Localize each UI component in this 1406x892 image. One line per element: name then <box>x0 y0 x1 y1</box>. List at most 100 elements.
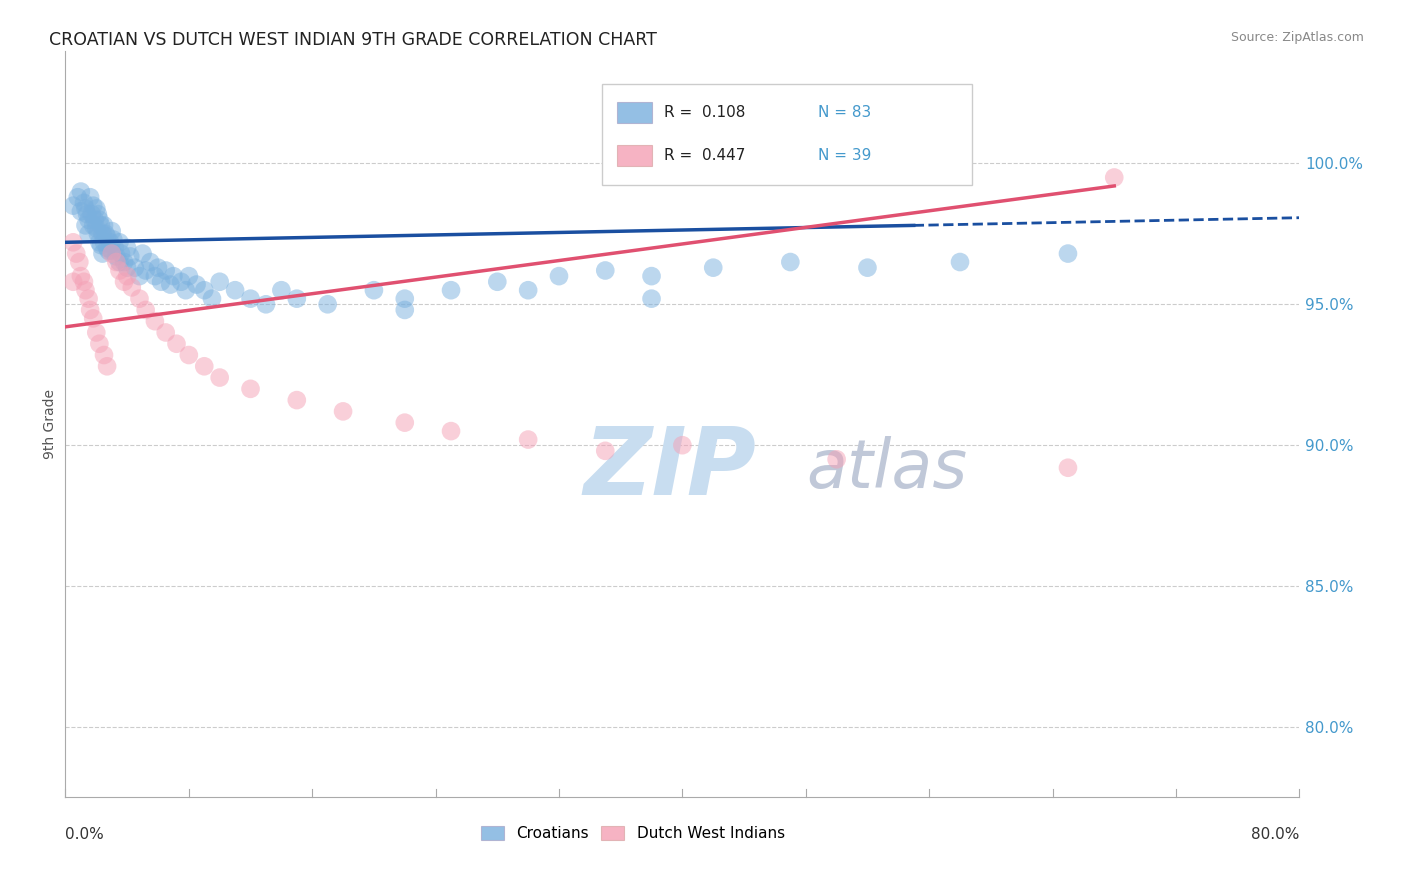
Text: N = 39: N = 39 <box>818 148 872 162</box>
Point <box>1102 170 1125 185</box>
Point <box>93 348 115 362</box>
Point <box>316 297 339 311</box>
Point <box>87 207 110 221</box>
Point <box>394 302 416 317</box>
Point <box>82 219 104 233</box>
Point <box>115 269 138 284</box>
Point <box>155 326 177 340</box>
Point <box>1057 246 1080 260</box>
Point <box>82 199 104 213</box>
Point <box>170 275 193 289</box>
Point <box>285 393 308 408</box>
Text: N = 83: N = 83 <box>818 105 872 120</box>
Point <box>104 241 127 255</box>
Point <box>90 219 112 233</box>
Point <box>702 260 724 275</box>
Point <box>239 292 262 306</box>
Text: atlas: atlas <box>806 436 967 502</box>
Point <box>96 241 118 255</box>
Point <box>89 212 111 227</box>
Point <box>105 255 128 269</box>
Point <box>79 190 101 204</box>
Text: 80.0%: 80.0% <box>1251 827 1299 842</box>
Point <box>124 260 146 275</box>
Point <box>62 235 84 250</box>
Point <box>100 224 122 238</box>
Point <box>159 277 181 292</box>
Point <box>177 348 200 362</box>
Point <box>640 269 662 284</box>
Point <box>66 190 89 204</box>
Point <box>67 255 90 269</box>
Point <box>91 246 114 260</box>
Point <box>135 263 157 277</box>
Point <box>100 246 122 260</box>
Point <box>108 235 131 250</box>
Point <box>62 199 84 213</box>
Point <box>89 336 111 351</box>
Point <box>112 255 135 269</box>
Point <box>75 202 97 216</box>
Point <box>103 232 125 246</box>
Point <box>115 260 138 275</box>
Point <box>62 275 84 289</box>
Legend: Croatians, Dutch West Indians: Croatians, Dutch West Indians <box>477 822 789 846</box>
Point <box>270 283 292 297</box>
Point <box>98 235 121 250</box>
Point <box>77 212 100 227</box>
FancyBboxPatch shape <box>617 103 651 123</box>
Point <box>517 283 540 297</box>
Point <box>394 416 416 430</box>
Point <box>120 249 142 263</box>
Point <box>146 260 169 275</box>
Point <box>131 246 153 260</box>
Point <box>143 314 166 328</box>
Point <box>77 227 100 241</box>
Point <box>162 269 184 284</box>
Point <box>1057 460 1080 475</box>
Point <box>139 255 162 269</box>
Point <box>548 269 571 284</box>
Point <box>84 221 107 235</box>
Point <box>593 443 616 458</box>
Point <box>79 302 101 317</box>
Point <box>75 219 97 233</box>
Point <box>70 204 93 219</box>
Point <box>856 260 879 275</box>
Point <box>224 283 246 297</box>
Text: Source: ZipAtlas.com: Source: ZipAtlas.com <box>1230 31 1364 45</box>
Point <box>166 336 188 351</box>
Point <box>186 277 208 292</box>
Point <box>70 185 93 199</box>
Point <box>90 238 112 252</box>
Point <box>83 212 105 227</box>
Point <box>239 382 262 396</box>
Point <box>93 235 115 250</box>
Point <box>517 433 540 447</box>
FancyBboxPatch shape <box>617 145 651 166</box>
Point <box>108 255 131 269</box>
Point <box>208 370 231 384</box>
Point <box>94 227 117 241</box>
Point <box>208 275 231 289</box>
Text: 0.0%: 0.0% <box>66 827 104 842</box>
Point <box>201 292 224 306</box>
Y-axis label: 9th Grade: 9th Grade <box>44 389 58 459</box>
Point <box>112 275 135 289</box>
Point <box>332 404 354 418</box>
Point <box>155 263 177 277</box>
Point <box>285 292 308 306</box>
Point <box>93 219 115 233</box>
Point <box>96 359 118 374</box>
Point <box>80 207 103 221</box>
Text: R =  0.447: R = 0.447 <box>664 148 745 162</box>
Point <box>193 283 215 297</box>
Point <box>75 283 97 297</box>
Point <box>115 241 138 255</box>
Point <box>440 283 463 297</box>
Point <box>110 246 132 260</box>
Point <box>84 326 107 340</box>
Point <box>135 302 157 317</box>
Point <box>394 292 416 306</box>
Point <box>89 235 111 250</box>
